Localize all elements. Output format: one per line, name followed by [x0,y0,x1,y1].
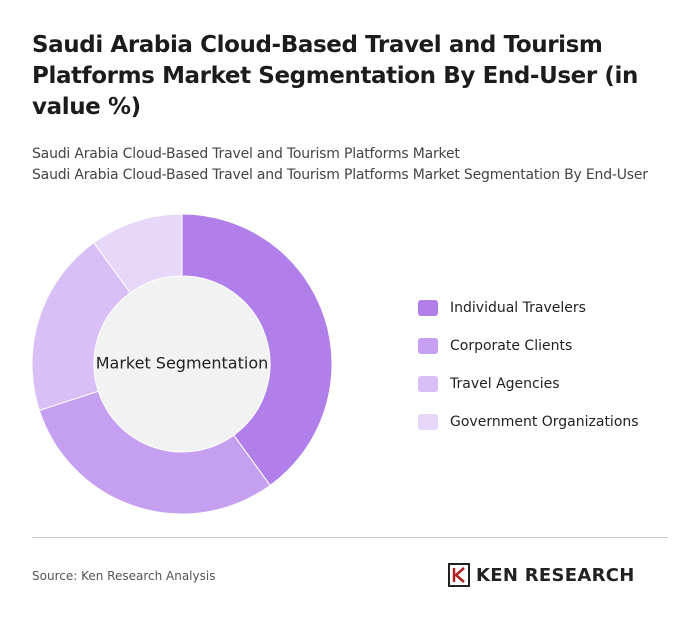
legend-swatch [418,414,438,430]
source: Source: Ken Research Analysis [32,569,216,583]
chart: Market Segmentation Individual Travelers C… [31,213,639,515]
chart-title: Saudi Arabia Cloud-Based Travel and Tour… [32,32,638,120]
legend-label: Government Organizations [450,414,639,430]
brand: KEN RESEARCH [476,564,635,586]
legend-label: Travel Agencies [449,376,560,392]
center-label: Market Segmentation [96,354,269,373]
subtitle: Saudi Arabia Cloud-Based Travel and Tour… [32,146,460,162]
logo: KEN RESEARCH [448,563,635,587]
donut-segment [93,213,183,294]
divider [32,537,668,538]
donut-segment [38,390,271,515]
legend-swatch [418,376,438,392]
legend-label: Corporate Clients [450,338,572,354]
donut-hole [94,276,270,452]
legend-swatch [418,338,438,354]
legend-swatch [418,300,438,316]
subtitle: Saudi Arabia Cloud-Based Travel and Tour… [32,167,648,183]
legend-label: Individual Travelers [450,300,586,316]
logo-icon [448,563,470,587]
donut-segment [181,213,333,487]
